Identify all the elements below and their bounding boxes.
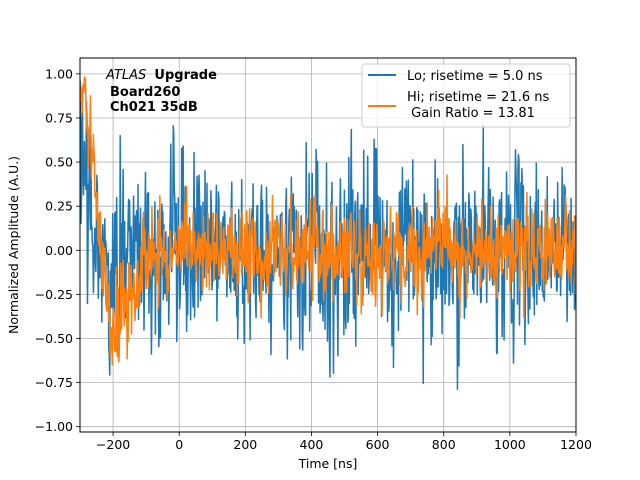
x-tick-label: −200 — [96, 437, 130, 452]
y-tick-label: −0.25 — [35, 287, 73, 302]
x-tick-label: 1200 — [560, 437, 592, 452]
x-tick-label: 1000 — [494, 437, 526, 452]
y-tick-label: −0.75 — [35, 375, 73, 390]
x-tick-label: 800 — [432, 437, 456, 452]
y-tick-label: 0.75 — [45, 110, 73, 125]
y-tick-label: 0.25 — [45, 199, 73, 214]
y-tick-label: 0.50 — [45, 155, 73, 170]
x-tick-label: 200 — [233, 437, 257, 452]
annotation-atlas: ATLAS — [105, 68, 146, 83]
x-tick-label: 400 — [300, 437, 324, 452]
annotation-upgrade: Upgrade — [154, 68, 217, 83]
legend-box — [361, 63, 571, 128]
atlas-annotation: ATLAS Upgrade Board260 Ch021 35dB — [105, 68, 217, 115]
y-tick-label: −0.50 — [35, 331, 73, 346]
legend-label-gain-ratio: Gain Ratio = 13.81 — [407, 106, 535, 121]
legend: Lo; risetime = 5.0 ns Hi; risetime = 21.… — [361, 63, 571, 128]
svg-text:ATLAS Upgrade: ATLAS Upgrade — [105, 68, 217, 83]
annotation-board: Board260 — [110, 85, 180, 100]
axes-frame — [79, 57, 577, 433]
y-tick-label: 0.00 — [45, 243, 73, 258]
legend-label-hi: Hi; risetime = 21.6 ns — [407, 90, 549, 105]
series-hi-waveform — [80, 76, 576, 366]
x-axis-label: Time [ns] — [298, 456, 358, 471]
y-tick-label: −1.00 — [35, 419, 73, 434]
axis-ticks: −200 0 200 400 600 800 1000 1200 −1.00 −0.75 −0.50… — [35, 66, 592, 452]
y-axis-label: Normalized Amplitude (A.U.) — [6, 156, 21, 334]
x-tick-label: 600 — [366, 437, 390, 452]
plot-area — [80, 76, 576, 391]
y-tick-label: 1.00 — [45, 66, 73, 81]
legend-label-lo: Lo; risetime = 5.0 ns — [407, 69, 543, 84]
x-tick-label: 0 — [175, 437, 183, 452]
series-lo-waveform — [80, 80, 576, 391]
annotation-channel: Ch021 35dB — [110, 100, 198, 115]
